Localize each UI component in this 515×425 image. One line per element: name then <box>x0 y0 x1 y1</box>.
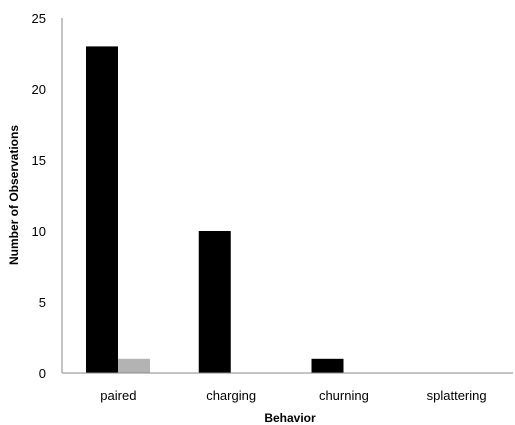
bar-series-1-churning <box>311 358 344 373</box>
y-tick-label: 0 <box>39 366 46 381</box>
x-category-label: charging <box>206 388 256 403</box>
y-tick-label: 5 <box>39 295 46 310</box>
y-tick-label: 25 <box>32 11 46 26</box>
bar-series-1-paired <box>86 46 118 374</box>
bars-group <box>86 46 344 374</box>
x-category-label: splattering <box>427 388 487 403</box>
x-category-label: paired <box>100 388 136 403</box>
y-axis-title: Number of Observations <box>7 125 21 265</box>
y-tick-label: 10 <box>32 224 46 239</box>
x-axis-title: Behavior <box>264 411 316 425</box>
y-tick-label: 15 <box>32 153 46 168</box>
y-tick-label: 20 <box>32 82 46 97</box>
bar-series-1-charging <box>198 231 231 373</box>
x-category-label: churning <box>319 388 369 403</box>
bar-series-2-paired <box>118 358 150 373</box>
y-tick-labels: 0 5 10 15 20 25 <box>32 11 46 381</box>
x-category-labels: paired charging churning splattering <box>100 388 486 403</box>
